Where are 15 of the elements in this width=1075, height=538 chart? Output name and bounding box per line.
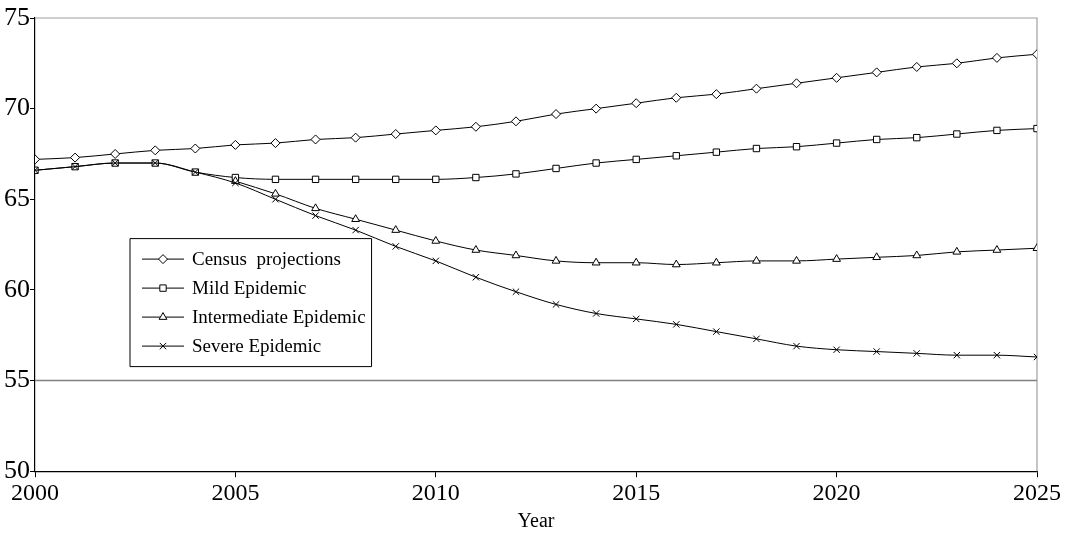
legend-label: Intermediate Epidemic xyxy=(192,306,366,328)
x-tick-label: 2025 xyxy=(1013,478,1061,505)
x-tick-label: 2010 xyxy=(411,478,460,505)
y-tick-label: 70 xyxy=(4,92,30,122)
x-tick-label: 2005 xyxy=(211,478,260,505)
x-axis-title: Year xyxy=(517,509,555,532)
y-tick-label: 75 xyxy=(4,1,30,31)
legend-label: Severe Epidemic xyxy=(192,335,322,357)
y-tick-label: 65 xyxy=(4,183,30,213)
x-tick-label: 2015 xyxy=(612,478,661,505)
x-tick-label: 2020 xyxy=(812,478,861,505)
y-tick-label: 60 xyxy=(4,273,30,303)
legend-label: Census projections xyxy=(192,248,341,270)
legend-label: Mild Epidemic xyxy=(192,277,307,299)
y-tick-label: 55 xyxy=(4,364,30,394)
